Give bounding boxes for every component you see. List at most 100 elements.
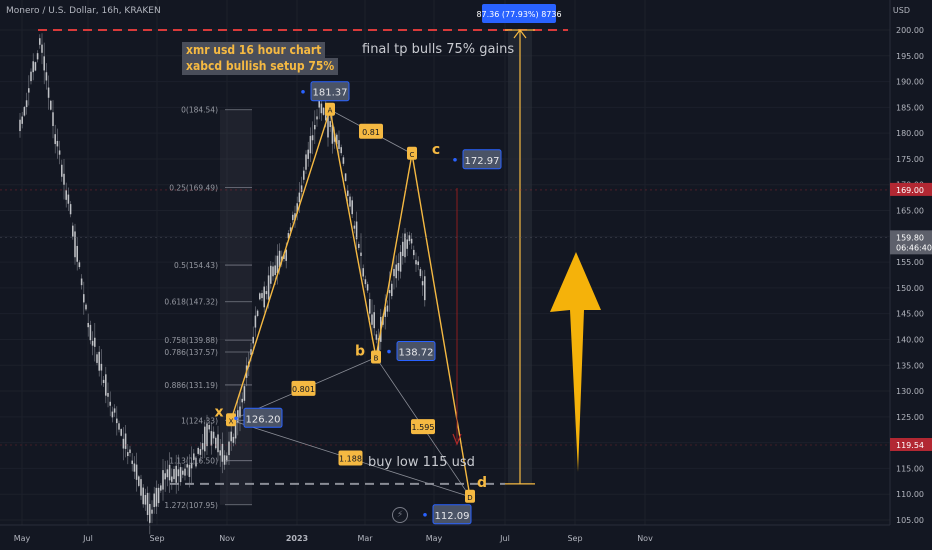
candle-body	[89, 324, 92, 341]
ratio-label: 1.595	[412, 423, 435, 432]
candle-body	[228, 441, 230, 456]
candle-body	[362, 268, 364, 277]
candle-body	[283, 254, 285, 260]
candle-body	[263, 286, 265, 308]
candle-body	[223, 455, 226, 465]
x-tick-label: 2023	[286, 534, 308, 543]
candle-body	[373, 312, 375, 329]
fib-label: 0.5(154.43)	[174, 261, 218, 270]
price-box-label: 112.09	[435, 511, 470, 522]
candle-body	[67, 194, 70, 204]
candle-body	[254, 315, 257, 328]
candle-body	[256, 310, 259, 316]
candle-body	[417, 261, 419, 266]
candle-body	[355, 221, 358, 240]
fib-label: 0.886(131.19)	[164, 381, 218, 390]
candle-body	[58, 150, 61, 155]
price-box-anchor	[423, 512, 427, 517]
candle-body	[232, 436, 235, 443]
y-tick-label: 125.00	[896, 413, 924, 422]
candle-body	[413, 249, 415, 256]
candle-body	[19, 119, 21, 132]
y-tick-label: 185.00	[896, 103, 924, 112]
fib-label: 1.13(116.50)	[169, 457, 218, 466]
candle-body	[391, 283, 393, 297]
candle-body	[69, 204, 72, 215]
candle-body	[184, 468, 186, 476]
candle-body	[76, 245, 78, 262]
y-tick-label: 165.00	[896, 207, 924, 216]
candle-body	[292, 214, 294, 221]
point-marker-b	[371, 350, 381, 364]
candle-body	[320, 103, 323, 114]
candle-body	[151, 509, 153, 514]
candle-body	[410, 238, 413, 244]
candle-body	[344, 173, 347, 182]
x-tick-label: Nov	[637, 534, 653, 543]
candle-body	[395, 264, 397, 279]
price-box-anchor	[387, 349, 391, 354]
price-box-a	[310, 81, 350, 102]
candle-body	[173, 469, 175, 480]
price-current-badge	[890, 230, 932, 255]
candle-body	[353, 225, 356, 229]
candle-body	[41, 44, 43, 53]
candle-body	[311, 135, 314, 141]
price-current-badge-label: 159.80	[896, 233, 924, 242]
note-buy-low[interactable]: buy low 115 usd	[368, 455, 475, 470]
candle-body	[239, 406, 241, 418]
candle-body	[120, 429, 122, 436]
y-tick-label: 175.00	[896, 155, 924, 164]
x-tick-label: Jul	[499, 534, 510, 543]
x-tick-label: Mar	[357, 534, 373, 543]
grid	[0, 0, 890, 525]
candle-body	[127, 452, 129, 457]
price-169-badge-label: 169.00	[896, 186, 924, 195]
chart-title: Monero / U.S. Dollar, 16h, KRAKEN	[6, 6, 161, 16]
ratio-badge	[338, 450, 363, 466]
fib-band	[220, 109, 252, 505]
y-tick-label: 200.00	[896, 26, 924, 35]
candle-body	[274, 265, 276, 275]
candle-body	[140, 479, 142, 496]
note-title-line1[interactable]: xmr usd 16 hour chart	[182, 42, 326, 59]
candle-body	[113, 408, 116, 413]
candle-body	[94, 337, 96, 347]
price-box-anchor	[453, 157, 457, 162]
candle-body	[160, 485, 162, 491]
candle-body	[272, 266, 274, 277]
x-tick-label: May	[426, 534, 443, 543]
currency-label: USD	[892, 6, 910, 15]
candle-body	[347, 190, 349, 196]
candle-body	[190, 462, 193, 469]
candle-body	[193, 453, 195, 461]
candle-body	[252, 336, 254, 344]
candle-body	[144, 494, 147, 505]
candle-body	[65, 190, 67, 200]
candle-body	[241, 398, 243, 403]
note-title-line2[interactable]: xabcd bullish setup 75%	[182, 58, 339, 75]
candle-body	[230, 431, 232, 442]
note-final-tp[interactable]: final tp bulls 75% gains	[362, 42, 515, 57]
candle-body	[87, 322, 89, 328]
measure-arrowhead	[513, 29, 527, 39]
candle-body	[129, 449, 131, 453]
candle-body	[303, 170, 305, 180]
candle-body	[63, 173, 65, 185]
candle-body	[166, 469, 169, 478]
tradingview-icon[interactable]: ⚡	[392, 507, 408, 523]
point-marker-c	[407, 146, 417, 160]
point-marker-a	[325, 102, 335, 116]
candle-body	[98, 351, 100, 371]
candle-body	[267, 275, 270, 300]
y-tick-label: 150.00	[896, 284, 924, 293]
candle-body	[388, 290, 391, 294]
y-tick-label: 115.00	[896, 464, 924, 473]
candle-body	[111, 411, 114, 418]
price-box-label: 181.37	[313, 88, 348, 99]
candle-body	[171, 476, 173, 482]
candle-body	[188, 464, 191, 477]
candle-body	[149, 503, 151, 523]
